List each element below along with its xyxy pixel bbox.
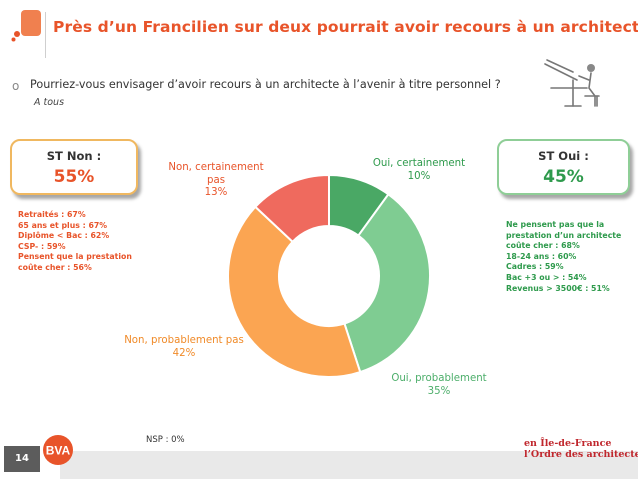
slice-label-value: 10% (407, 170, 431, 182)
st-oui-value: 45% (543, 167, 584, 187)
st-oui-details: Ne pensent pas que la prestation d’un ar… (506, 220, 621, 294)
footer-band (60, 451, 638, 479)
st-non-value: 55% (53, 167, 95, 187)
question-text: Pourriez-vous envisager d’avoir recours … (30, 78, 501, 91)
st-non-detail: 65 ans et plus : 67% (18, 220, 108, 230)
st-oui-detail: 18-24 ans : 60% (506, 251, 577, 261)
question-base: A tous (34, 97, 65, 108)
st-non-details: Retraités : 67% 65 ans et plus : 67% Dip… (18, 210, 132, 274)
slice-label-name: Oui, certainement (372, 158, 466, 169)
slice-label-value: 13% (204, 187, 228, 198)
slice-label-value: 35% (427, 385, 451, 397)
st-oui-detail: Ne pensent pas que la (506, 220, 605, 229)
st-non-label: ST Non : (46, 149, 102, 163)
brand-logo-icon (11, 10, 41, 42)
slice-label-name: Oui, probablement (391, 373, 487, 384)
st-non-detail: Diplôme < Bac : 62% (18, 231, 110, 241)
st-non-detail: CSP- : 59% (18, 241, 66, 251)
st-oui-detail: Cadres : 59% (506, 262, 564, 272)
question-bullet: o (12, 79, 20, 93)
bva-logo-text: BVA (46, 444, 71, 458)
slice-label-value: 42% (172, 347, 196, 359)
org-logo: en Île-de-France l’Ordre des architectes (524, 438, 638, 460)
st-oui-detail: Bac +3 ou > : 54% (506, 272, 587, 282)
st-oui-label: ST Oui : (538, 149, 589, 163)
st-oui-detail: coûte cher : 68% (506, 241, 580, 251)
title-divider (45, 12, 46, 58)
st-oui-detail: prestation d’un architecte (506, 230, 622, 240)
slice-label-non-certainement-pas: Non, certainement pas 13% (160, 162, 272, 200)
donut-slice-oui-probablement (343, 192, 431, 374)
page-number: 14 (4, 446, 40, 472)
nsp-note: NSP : 0% (146, 435, 185, 445)
page-title: Près d’un Francilien sur deux pourrait a… (53, 18, 638, 36)
donut-slice-non-certainement-pas (253, 173, 330, 244)
org-line-2: l’Ordre des architectes (524, 449, 638, 460)
bva-logo: BVA (43, 435, 73, 465)
slice-label-name: Non, certainement pas (168, 162, 264, 186)
st-non-box: ST Non : 55% (10, 139, 138, 195)
st-oui-detail: Revenus > 3500€ : 51% (506, 283, 610, 293)
st-non-detail: coûte cher : 56% (18, 262, 92, 272)
slice-label-oui-certainement: Oui, certainement 10% (360, 158, 478, 183)
st-non-detail: Pensent que la prestation (18, 252, 132, 262)
st-non-detail: Retraités : 67% (18, 210, 86, 219)
slice-label-oui-probablement: Oui, probablement 35% (384, 373, 494, 398)
slice-label-non-probablement-pas: Non, probablement pas 42% (122, 335, 246, 360)
slice-label-name: Non, probablement pas (124, 335, 244, 346)
st-oui-box: ST Oui : 45% (497, 139, 630, 195)
org-line-1: en Île-de-France (524, 438, 612, 449)
architect-desk-icon (544, 59, 600, 107)
donut-slice-non-probablement-pas (227, 205, 362, 378)
